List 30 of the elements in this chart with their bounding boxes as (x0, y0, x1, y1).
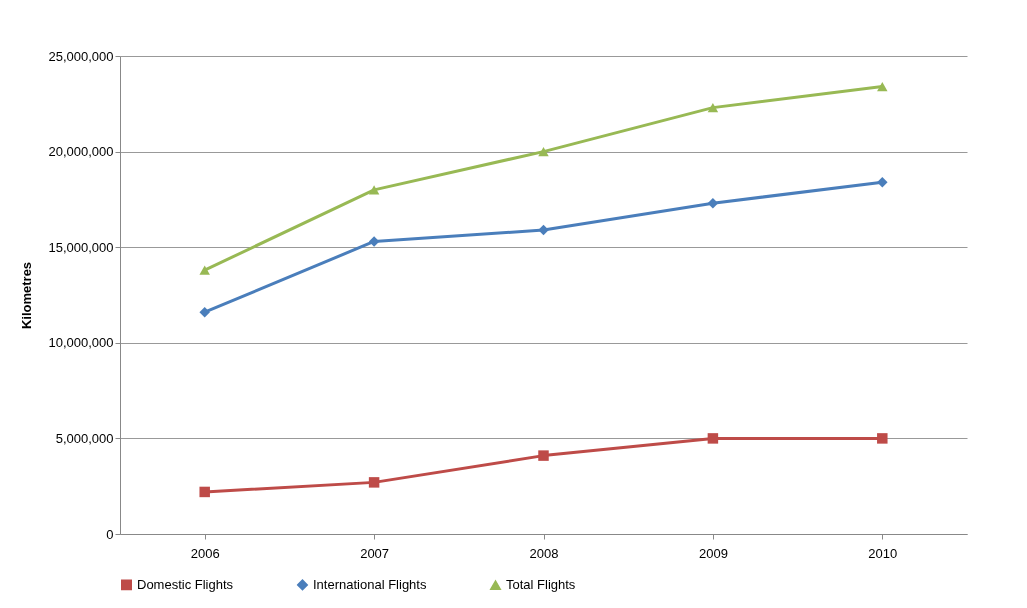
point (368, 236, 380, 247)
point (707, 433, 719, 444)
point (199, 486, 210, 498)
y-tick-label: 0 (106, 526, 114, 542)
x-tick-label: 2006 (190, 545, 220, 561)
legend-label: International Flights (313, 576, 427, 592)
point (877, 176, 888, 188)
x-tick-label: 2008 (529, 545, 559, 561)
x-tick-label: 2007 (360, 545, 390, 561)
x-tick-label: 2009 (698, 545, 728, 561)
y-tick-label: 5,000,000 (55, 430, 114, 446)
y-axis-title: Kilometres (19, 261, 35, 330)
y-tick-label: 15,000,000 (48, 239, 114, 255)
point (538, 147, 549, 157)
point (877, 433, 888, 444)
y-tick-label: 20,000,000 (48, 144, 114, 160)
x-tick-label: 2010 (868, 545, 898, 561)
legend-label: Total Flights (506, 577, 576, 593)
point (368, 185, 380, 195)
point (538, 450, 549, 461)
point (199, 306, 210, 318)
point (199, 265, 210, 275)
point (707, 197, 719, 209)
legend-label: Domestic Flights (137, 576, 234, 592)
point (877, 82, 888, 92)
y-tick-label: 25,000,000 (48, 48, 114, 64)
point (538, 224, 549, 236)
point (368, 477, 380, 488)
y-tick-label: 10,000,000 (48, 335, 114, 351)
point (707, 103, 719, 113)
